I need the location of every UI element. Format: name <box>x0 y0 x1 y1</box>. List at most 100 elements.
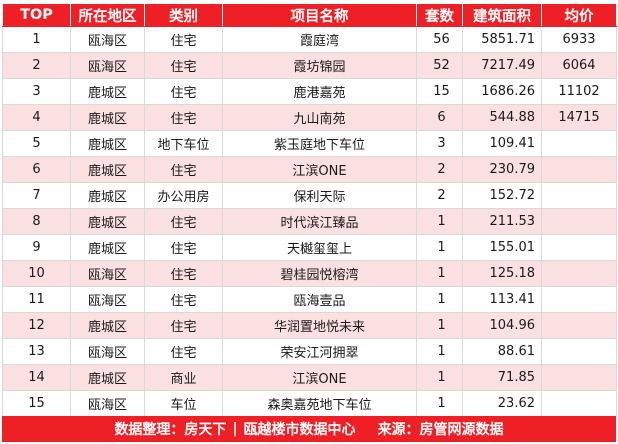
units-cell: 52 <box>416 52 463 79</box>
rank-cell: 4 <box>2 104 71 131</box>
header-district: 所在地区 <box>70 3 145 27</box>
category-cell: 住宅 <box>144 156 223 183</box>
units-cell: 1 <box>416 364 463 391</box>
units-cell: 1 <box>416 234 463 261</box>
table-header-row: TOP 所在地区 类别 项目名称 套数 建筑面积 均价 <box>2 3 617 27</box>
units-cell: 1 <box>416 312 463 339</box>
average-price-cell <box>541 390 617 417</box>
units-cell: 2 <box>416 156 463 183</box>
rank-cell: 1 <box>2 26 71 53</box>
table-row: 4 鹿城区 住宅 九山南苑 6 544.88 14715 <box>2 104 617 131</box>
floor-area-cell: 125.18 <box>462 260 542 287</box>
rank-cell: 12 <box>2 312 71 339</box>
average-price-cell: 6933 <box>541 26 617 53</box>
footer-suffix: 来源：房管网源数据 <box>377 422 504 438</box>
project-name-cell: 霞庭湾 <box>222 26 417 53</box>
district-cell: 瓯海区 <box>70 52 145 79</box>
project-name-cell: 九山南苑 <box>222 104 417 131</box>
average-price-cell <box>541 286 617 313</box>
footer-prefix: 数据整理：房天下 <box>114 422 227 438</box>
average-price-cell: 14715 <box>541 104 617 131</box>
district-cell: 瓯海区 <box>70 390 145 417</box>
floor-area-cell: 5851.71 <box>462 26 542 53</box>
rank-cell: 14 <box>2 364 71 391</box>
rank-cell: 6 <box>2 156 71 183</box>
rank-cell: 3 <box>2 78 71 105</box>
table-row: 9 鹿城区 住宅 天樾玺玺上 1 155.01 <box>2 234 617 261</box>
district-cell: 鹿城区 <box>70 364 145 391</box>
category-cell: 住宅 <box>144 234 223 261</box>
units-cell: 1 <box>416 286 463 313</box>
district-cell: 鹿城区 <box>70 78 145 105</box>
rank-cell: 11 <box>2 286 71 313</box>
floor-area-cell: 1686.26 <box>462 78 542 105</box>
project-name-cell: 保利天际 <box>222 182 417 209</box>
floor-area-cell: 109.41 <box>462 130 542 157</box>
table-row: 8 鹿城区 住宅 时代滨江臻品 1 211.53 <box>2 208 617 235</box>
header-units: 套数 <box>416 3 463 27</box>
district-cell: 鹿城区 <box>70 312 145 339</box>
category-cell: 住宅 <box>144 26 223 53</box>
category-cell: 住宅 <box>144 312 223 339</box>
district-cell: 鹿城区 <box>70 130 145 157</box>
category-cell: 车位 <box>144 390 223 417</box>
floor-area-cell: 88.61 <box>462 338 542 365</box>
units-cell: 1 <box>416 208 463 235</box>
category-cell: 住宅 <box>144 338 223 365</box>
table-row: 2 瓯海区 住宅 霞坊锦园 52 7217.49 6064 <box>2 52 617 79</box>
project-name-cell: 天樾玺玺上 <box>222 234 417 261</box>
header-project-name: 项目名称 <box>222 3 417 27</box>
project-name-cell: 华润置地悦未来 <box>222 312 417 339</box>
units-cell: 2 <box>416 182 463 209</box>
units-cell: 1 <box>416 338 463 365</box>
floor-area-cell: 230.79 <box>462 156 542 183</box>
floor-area-cell: 104.96 <box>462 312 542 339</box>
project-name-cell: 霞坊锦园 <box>222 52 417 79</box>
units-cell: 56 <box>416 26 463 53</box>
average-price-cell <box>541 338 617 365</box>
category-cell: 住宅 <box>144 208 223 235</box>
category-cell: 住宅 <box>144 286 223 313</box>
average-price-cell: 11102 <box>541 78 617 105</box>
average-price-cell <box>541 156 617 183</box>
district-cell: 鹿城区 <box>70 104 145 131</box>
average-price-cell <box>541 182 617 209</box>
project-name-cell: 瓯海壹品 <box>222 286 417 313</box>
footer-separator: | <box>232 421 238 437</box>
average-price-cell <box>541 130 617 157</box>
project-name-cell: 江滨ONE <box>222 156 417 183</box>
table-row: 15 瓯海区 车位 森奥嘉苑地下车位 1 23.62 <box>2 390 617 417</box>
table-row: 13 瓯海区 住宅 荣安江河拥翠 1 88.61 <box>2 338 617 365</box>
category-cell: 住宅 <box>144 260 223 287</box>
rank-cell: 7 <box>2 182 71 209</box>
average-price-cell <box>541 364 617 391</box>
district-cell: 瓯海区 <box>70 26 145 53</box>
sales-ranking-table: TOP 所在地区 类别 项目名称 套数 建筑面积 均价 1 瓯海区 住宅 霞庭湾 56 5… <box>2 3 617 417</box>
table-row: 10 瓯海区 住宅 碧桂园悦榕湾 1 125.18 <box>2 260 617 287</box>
category-cell: 住宅 <box>144 52 223 79</box>
floor-area-cell: 544.88 <box>462 104 542 131</box>
units-cell: 3 <box>416 130 463 157</box>
project-name-cell: 碧桂园悦榕湾 <box>222 260 417 287</box>
floor-area-cell: 155.01 <box>462 234 542 261</box>
units-cell: 1 <box>416 390 463 417</box>
units-cell: 6 <box>416 104 463 131</box>
floor-area-cell: 7217.49 <box>462 52 542 79</box>
header-category: 类别 <box>144 3 223 27</box>
category-cell: 住宅 <box>144 104 223 131</box>
district-cell: 鹿城区 <box>70 182 145 209</box>
floor-area-cell: 113.41 <box>462 286 542 313</box>
average-price-cell <box>541 234 617 261</box>
district-cell: 瓯海区 <box>70 286 145 313</box>
category-cell: 办公用房 <box>144 182 223 209</box>
district-cell: 瓯海区 <box>70 338 145 365</box>
rank-cell: 13 <box>2 338 71 365</box>
table-row: 1 瓯海区 住宅 霞庭湾 56 5851.71 6933 <box>2 26 617 53</box>
district-cell: 鹿城区 <box>70 208 145 235</box>
table-row: 14 鹿城区 商业 江滨ONE 1 71.85 <box>2 364 617 391</box>
project-name-cell: 紫玉庭地下车位 <box>222 130 417 157</box>
units-cell: 15 <box>416 78 463 105</box>
table-row: 6 鹿城区 住宅 江滨ONE 2 230.79 <box>2 156 617 183</box>
header-floor-area: 建筑面积 <box>462 3 542 27</box>
